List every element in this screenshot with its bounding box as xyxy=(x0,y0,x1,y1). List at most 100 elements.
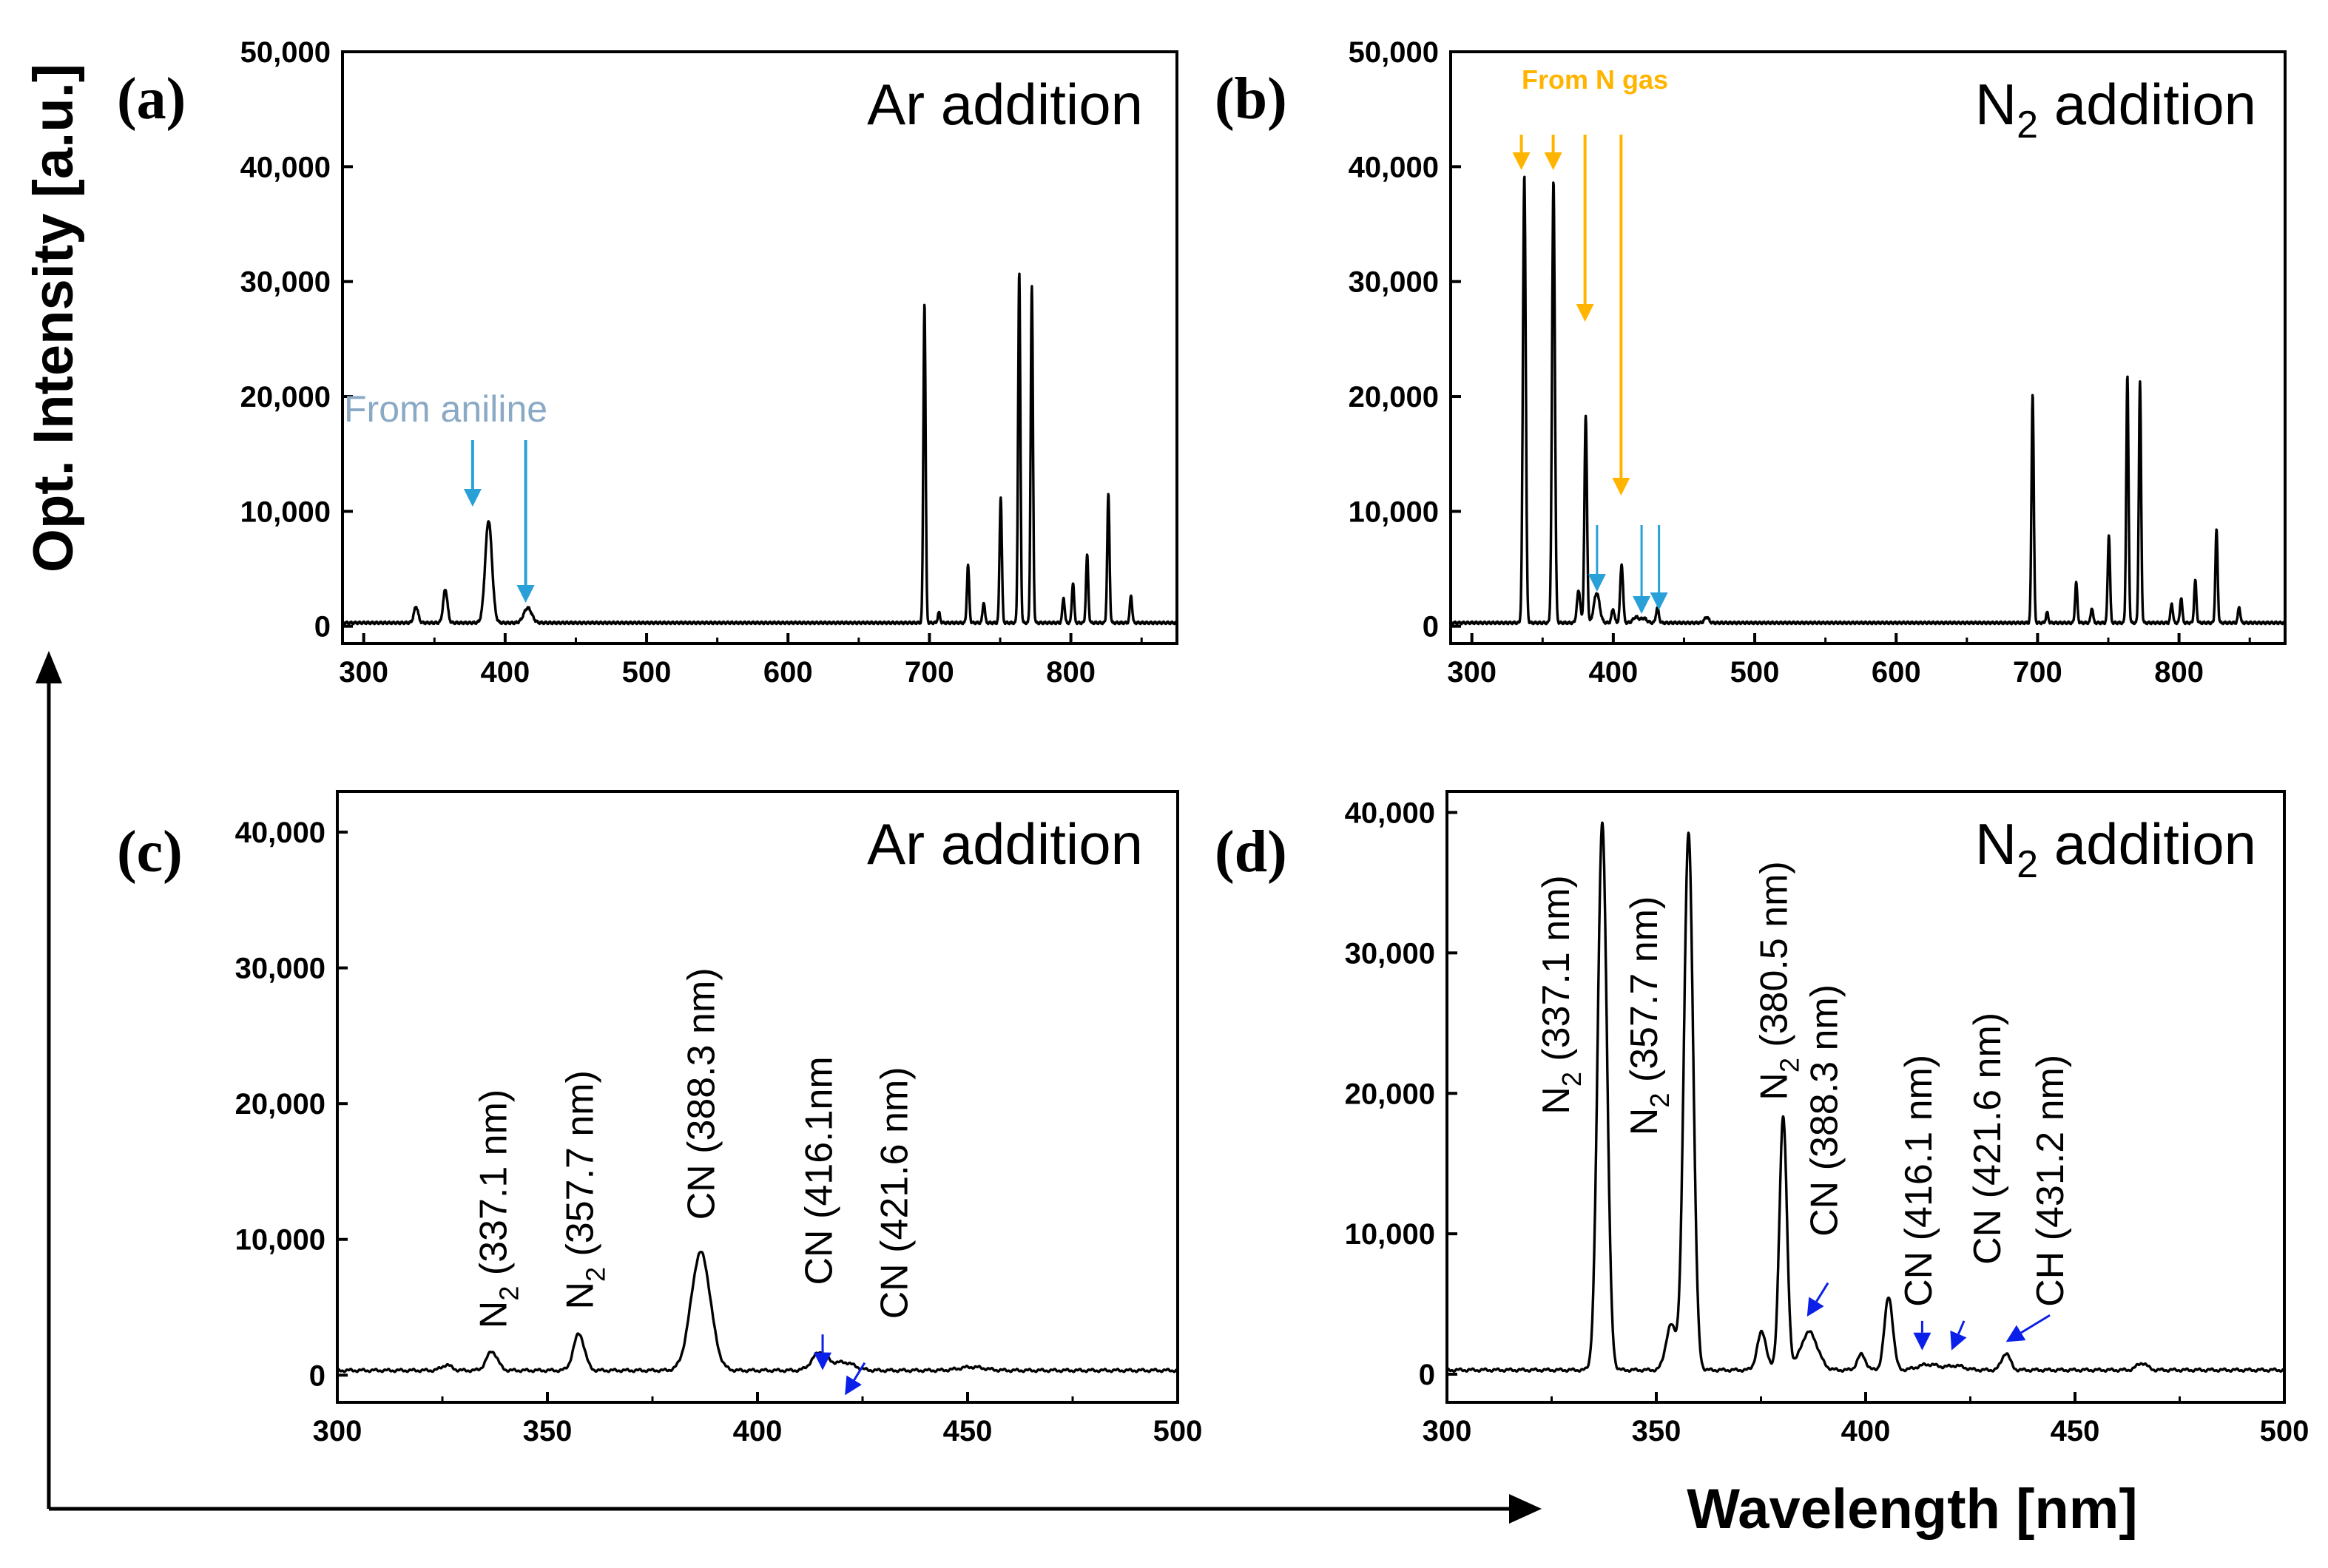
panel-letter: (a) xyxy=(117,67,186,132)
x-axis-arrowhead xyxy=(1509,1494,1542,1524)
arrow-head xyxy=(1576,304,1594,322)
spectrum-line xyxy=(1449,175,2287,626)
plot-frame xyxy=(341,50,1178,645)
x-tick-label: 800 xyxy=(2154,656,2204,689)
panel-a: 300 400 500 600 700 800 0 10,000 20,000 30,000 40,… xyxy=(117,36,1178,689)
y-tick-label: 50,000 xyxy=(240,36,331,69)
arrow-shaft xyxy=(1957,1320,1966,1335)
peak-label: CH (431.2 nm) xyxy=(2029,1055,2072,1307)
tick-group: 300 400 500 600 700 800 0 10,000 20,000 30,000 40,… xyxy=(1349,36,2251,689)
label-main: CN (421.6 nm) xyxy=(874,1067,917,1319)
peak-arrow xyxy=(1950,1320,1967,1351)
y-tick-label: 0 xyxy=(314,611,331,643)
arrow-head xyxy=(2005,1325,2026,1342)
aniline-arrow xyxy=(1588,525,1606,592)
label-main: N xyxy=(1752,1072,1795,1101)
label-main: N xyxy=(559,1282,602,1310)
panel-title: Ar addition xyxy=(867,811,1143,876)
annotation-layer: N2 (337.1 nm)N2 (357.7 nm) N2 (380.5 nm)C… xyxy=(1535,861,2072,1351)
y-tick-label: 10,000 xyxy=(1349,496,1439,528)
arrow-head xyxy=(1806,1297,1824,1317)
panel-letter: (c) xyxy=(117,820,183,885)
x-tick-label: 450 xyxy=(2051,1415,2100,1447)
spectrum-line xyxy=(341,272,1178,626)
panel-b: 300 400 500 600 700 800 0 10,000 20,000 30,000 40,… xyxy=(1215,36,2287,689)
peak-arrow xyxy=(814,1334,832,1371)
title-main: N xyxy=(1975,72,2017,137)
arrow-head xyxy=(516,585,535,603)
label-main: N xyxy=(1623,1108,1666,1136)
arrow-head xyxy=(1950,1330,1967,1351)
label-main: CN (416.1nm xyxy=(797,1056,840,1285)
title-sub: 2 xyxy=(2017,843,2038,886)
peak-label: N2 (337.1 nm) xyxy=(473,1089,524,1328)
x-tick-label: 600 xyxy=(1872,656,1921,689)
label-main: CN (416.1 nm) xyxy=(1897,1055,1940,1307)
annotation-layer: From aniline xyxy=(344,388,547,603)
panel-letter: (b) xyxy=(1215,67,1287,132)
x-tick-label: 500 xyxy=(1153,1415,1203,1447)
label-rest: (357.7 nm) xyxy=(1623,896,1666,1093)
x-tick-label: 700 xyxy=(2013,656,2062,689)
title-main: N xyxy=(1975,811,2017,876)
y-tick-label: 10,000 xyxy=(1345,1218,1435,1251)
spectrum-line xyxy=(336,1251,1179,1373)
x-tick-label: 700 xyxy=(905,656,954,689)
peak-arrow xyxy=(845,1362,866,1396)
label-rest: (357.7 nm) xyxy=(559,1070,602,1267)
peak-label: CN (388.3 nm) xyxy=(680,967,723,1220)
figure-axis-arrows xyxy=(36,651,1542,1524)
x-tick-label: 600 xyxy=(763,656,813,689)
x-tick-label: 400 xyxy=(480,656,530,689)
peak-label: N2 (380.5 nm) xyxy=(1752,861,1804,1100)
y-tick-label: 0 xyxy=(1419,1359,1435,1391)
peak-label: CN (416.1nm xyxy=(797,1056,840,1285)
y-axis-label: Opt. Intensity [a.u.] xyxy=(22,64,85,572)
peak-label: N2 (337.1 nm) xyxy=(1535,875,1587,1114)
y-tick-label: 20,000 xyxy=(1349,381,1439,413)
plot-frame xyxy=(1449,50,2287,645)
label-rest: (380.5 nm) xyxy=(1752,861,1795,1058)
x-tick-label: 500 xyxy=(622,656,672,689)
x-tick-label: 400 xyxy=(1588,656,1638,689)
label-sub: 2 xyxy=(1556,1072,1587,1087)
y-tick-label: 10,000 xyxy=(240,496,331,528)
arrow-head xyxy=(845,1375,862,1396)
annotation-layer: N2 (337.1 nm)N2 (357.7 nm) CN (388.3 nm) C… xyxy=(473,967,917,1396)
x-tick-label: 350 xyxy=(523,1415,573,1447)
x-tick-label: 450 xyxy=(943,1415,993,1447)
arrow-head xyxy=(1544,152,1562,170)
y-tick-label: 30,000 xyxy=(235,953,325,985)
title-sub: 2 xyxy=(2017,104,2038,146)
label-rest: (337.1 nm) xyxy=(1535,875,1578,1072)
tick-group: 300 350 400 450 500 0 10,000 20,000 30,000 40,000 xyxy=(1345,797,2310,1447)
peak-arrow xyxy=(1806,1282,1829,1317)
y-tick-label: 20,000 xyxy=(235,1088,325,1121)
arrow-head xyxy=(1913,1332,1931,1351)
x-axis-label: Wavelength [nm] xyxy=(1687,1478,2137,1541)
peak-label: CN (388.3 nm) xyxy=(1803,984,1846,1237)
n-gas-arrow xyxy=(1576,135,1594,322)
aniline-annotation: From aniline xyxy=(344,388,547,430)
y-tick-label: 20,000 xyxy=(1345,1078,1435,1110)
y-tick-label: 50,000 xyxy=(1349,36,1439,69)
peak-arrow xyxy=(2005,1314,2051,1342)
label-main: CH (431.2 nm) xyxy=(2029,1055,2072,1307)
x-tick-label: 400 xyxy=(733,1415,783,1447)
y-tick-label: 40,000 xyxy=(1349,151,1439,183)
peak-arrow xyxy=(1913,1320,1931,1351)
y-tick-label: 40,000 xyxy=(240,151,331,183)
n-gas-arrow xyxy=(1544,135,1562,170)
y-tick-label: 0 xyxy=(309,1359,325,1392)
aniline-arrow xyxy=(516,440,535,603)
aniline-arrow xyxy=(1633,525,1651,614)
x-tick-label: 500 xyxy=(1730,656,1780,689)
annotation-layer: From N gas xyxy=(1512,64,1668,614)
label-sub: 2 xyxy=(1774,1058,1804,1072)
arrow-head xyxy=(1650,592,1668,610)
label-main: N xyxy=(473,1301,516,1329)
peak-label: CN (421.6 nm) xyxy=(874,1067,917,1319)
data-layer xyxy=(1449,175,2287,626)
x-tick-label: 400 xyxy=(1841,1415,1891,1447)
